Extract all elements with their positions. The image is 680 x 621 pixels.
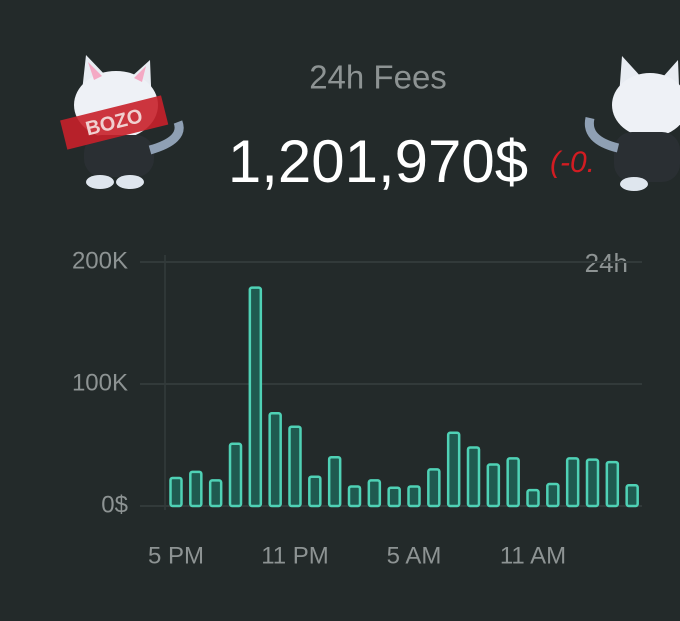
bar	[228, 442, 243, 508]
plot: 0$ 100K 200K 5 PM 11 PM 5 AM 11 AM	[72, 247, 642, 569]
total-value: 1,201,970$	[228, 128, 528, 195]
y-tick-label: 100K	[72, 369, 128, 396]
bar	[605, 460, 620, 508]
bar	[407, 485, 421, 508]
cat-right	[584, 56, 680, 191]
x-tick-label: 5 PM	[148, 542, 204, 569]
bar	[327, 455, 342, 508]
change: (-0.	[550, 146, 595, 179]
bar	[427, 468, 441, 508]
bar	[446, 431, 461, 508]
bar	[347, 485, 362, 508]
bar	[506, 457, 520, 508]
bar	[169, 476, 183, 508]
bar	[466, 446, 481, 508]
bar	[565, 457, 580, 508]
bar	[367, 479, 382, 508]
bar	[268, 412, 282, 508]
bar	[189, 470, 203, 508]
bar	[248, 286, 263, 508]
x-tick-label: 5 AM	[387, 542, 442, 569]
title: 24h Fees	[309, 59, 447, 96]
bar	[308, 475, 322, 508]
bar	[387, 486, 401, 508]
cat-left: BOZO	[60, 55, 184, 189]
bar	[585, 458, 600, 508]
x-tick-label: 11 PM	[261, 542, 329, 569]
bar	[526, 488, 540, 508]
x-tick-label: 11 AM	[500, 542, 566, 569]
y-tick-label: 200K	[72, 247, 128, 274]
bar	[208, 479, 223, 508]
y-tick-label: 0$	[101, 491, 128, 518]
bar	[625, 484, 639, 508]
bar	[546, 482, 560, 508]
bar	[288, 425, 302, 508]
bar	[486, 463, 501, 508]
